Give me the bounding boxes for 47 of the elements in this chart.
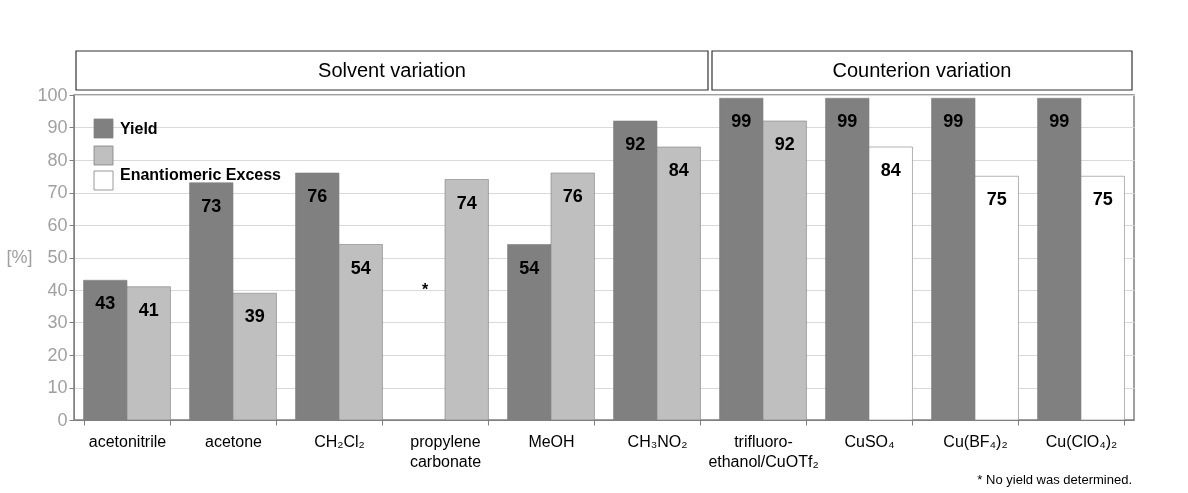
data-label: 41 (138, 299, 159, 320)
legend-label: Yield (120, 120, 158, 137)
legend-label: Enantiomeric Excess (120, 165, 282, 183)
data-label: 84 (880, 160, 901, 180)
data-label: 76 (562, 186, 583, 206)
y-tick-label: 20 (47, 344, 68, 365)
data-label: 73 (201, 195, 222, 216)
data-label: 92 (625, 134, 646, 154)
text: Solvent variation (318, 59, 466, 81)
data-label: 54 (519, 257, 540, 278)
y-tick-label: 30 (47, 312, 68, 332)
data-label: 39 (244, 306, 265, 327)
y-tick-label: 10 (47, 377, 68, 397)
text: Counterion variation (832, 59, 1012, 81)
data-label: 74 (456, 192, 477, 213)
annotation: * (421, 281, 429, 298)
text: * No yield was determined. (977, 472, 1132, 487)
data-label: 84 (668, 160, 689, 180)
y-axis-title: [%] (6, 247, 33, 267)
x-tick-label: CH₂Cl₂ (314, 432, 365, 450)
y-tick-label: 80 (47, 149, 68, 170)
y-tick-label: 90 (47, 117, 68, 137)
y-tick-label: 60 (47, 214, 68, 235)
y-tick-label: 50 (47, 247, 68, 267)
y-tick-label: 70 (47, 182, 68, 202)
data-label: 99 (943, 111, 964, 132)
x-tick-label: CuSO₄ (844, 432, 895, 450)
data-label: 75 (1092, 189, 1113, 210)
x-tick-label: acetone (205, 432, 263, 450)
y-tick-label: 100 (37, 84, 68, 105)
y-tick-label: 40 (47, 279, 68, 300)
y-tick-label: 0 (57, 409, 68, 430)
data-label: 75 (986, 189, 1007, 210)
data-label: 43 (95, 293, 116, 314)
x-tick-label: propylene carbonate (409, 432, 482, 470)
data-label: 99 (837, 111, 858, 132)
x-tick-label: Cu(BF₄)₂ (943, 432, 1008, 450)
data-label: 76 (307, 186, 328, 206)
x-tick-label: acetonitrile (88, 432, 167, 450)
x-tick-label: Cu(ClO₄)₂ (1045, 432, 1118, 450)
x-tick-label: MeOH (528, 432, 575, 450)
x-tick-label: trifluoro-ethanol/CuOTf₂ (708, 432, 819, 470)
data-label: 92 (774, 134, 795, 154)
data-label: 99 (731, 111, 752, 132)
data-label: 54 (350, 257, 371, 278)
data-label: 99 (1049, 111, 1070, 132)
x-tick-label: CH₃NO₂ (627, 432, 688, 450)
